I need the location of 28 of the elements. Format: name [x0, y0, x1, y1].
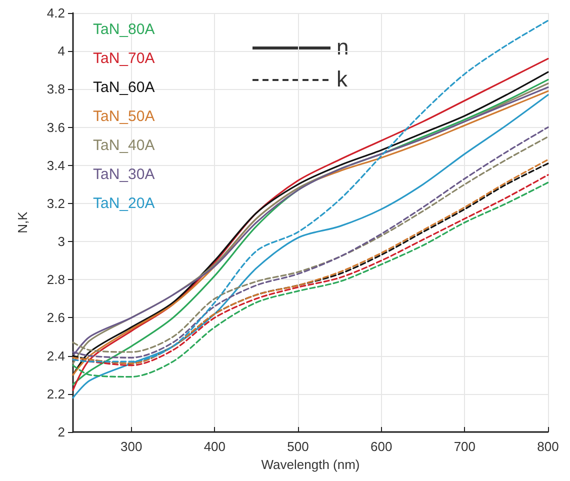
annotation: k — [336, 66, 348, 92]
y-tick-label: 3.2 — [46, 196, 65, 211]
text: TaN_40A — [93, 137, 155, 154]
y-tick-label: 3.6 — [46, 120, 65, 135]
y-axis-title: N,K — [15, 211, 30, 234]
text: TaN_60A — [93, 79, 155, 96]
x-tick-label: 300 — [120, 439, 142, 454]
y-tick-label: 2.8 — [46, 272, 65, 288]
y-tick-label: 2.2 — [46, 386, 65, 402]
y-tick-label: 3 — [58, 234, 65, 250]
x-tick-label: 800 — [537, 439, 559, 454]
x-tick-label: 500 — [287, 439, 309, 454]
x-tick-label: 700 — [454, 439, 476, 454]
y-tick-label: 2.4 — [46, 348, 65, 364]
x-axis-title: Wavelength (nm) — [261, 456, 360, 472]
text: TaN_80A — [93, 21, 155, 38]
y-tick-label: 2.6 — [46, 310, 65, 326]
y-tick-label: 3.4 — [46, 158, 65, 173]
y-tick-label: 3.8 — [46, 82, 65, 97]
y-tick-label: 4 — [58, 44, 65, 59]
text: TaN_30A — [93, 166, 155, 183]
text: TaN_50A — [93, 108, 155, 125]
x-tick-label: 600 — [370, 439, 392, 454]
text: TaN_70A — [93, 50, 155, 67]
x-tick-label: 400 — [204, 439, 226, 454]
text: TaN_20A — [93, 195, 155, 212]
y-tick-label: 2 — [58, 424, 65, 440]
y-tick-label: 4.2 — [46, 6, 65, 20]
